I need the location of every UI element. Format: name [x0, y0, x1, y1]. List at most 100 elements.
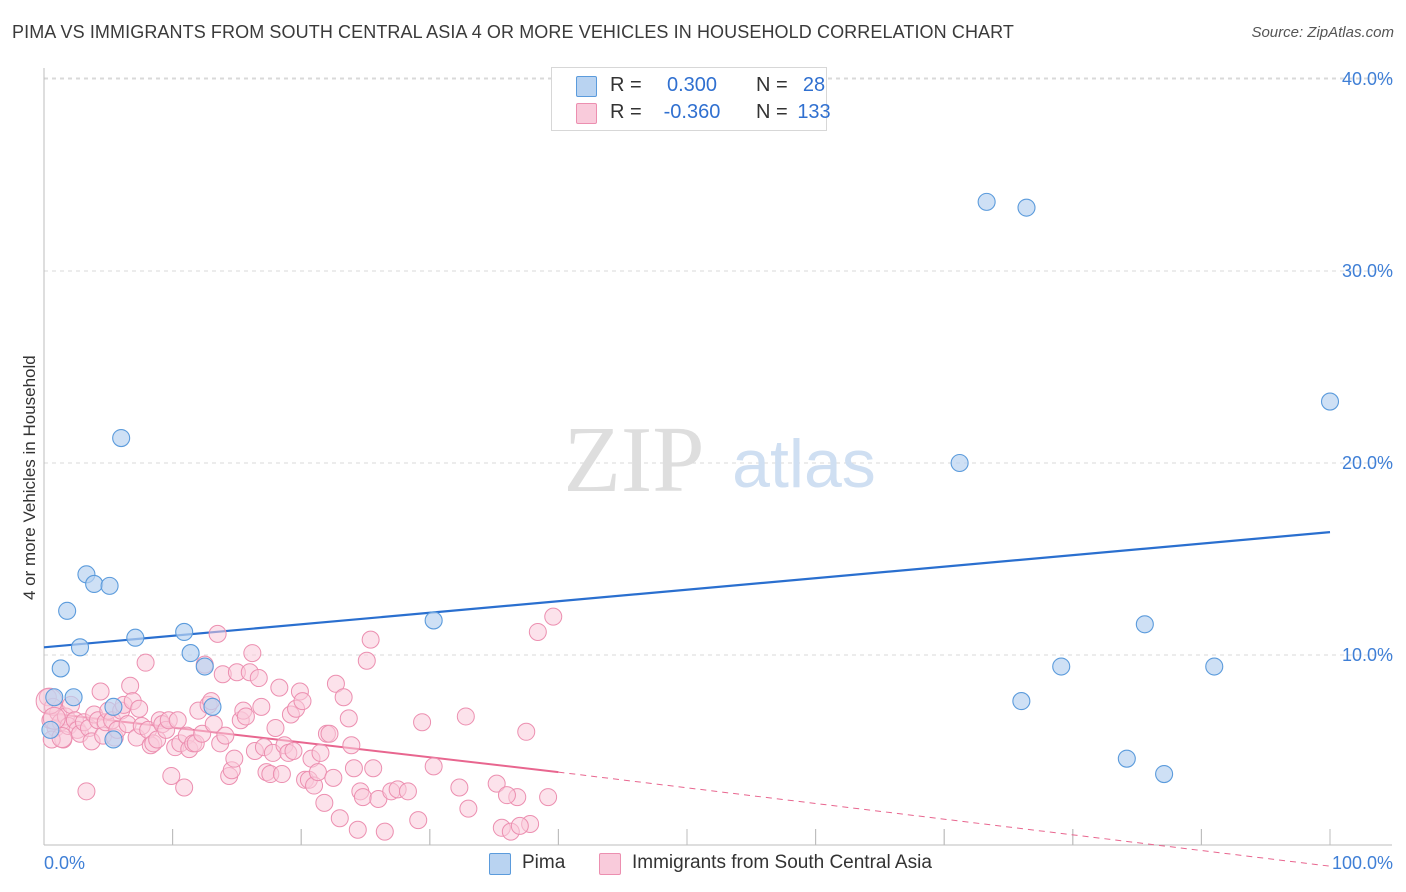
- imm-point: [424, 757, 443, 776]
- imm-point: [324, 768, 343, 787]
- pima-trend-line: [43, 531, 1331, 649]
- imm-point: [121, 676, 140, 695]
- imm-point: [357, 651, 376, 670]
- pima-points: [41, 192, 1340, 784]
- watermark-atlas: atlas: [732, 426, 876, 502]
- imm-point: [225, 749, 244, 768]
- imm-point: [456, 707, 475, 726]
- watermark: ZIP atlas: [564, 408, 876, 512]
- imm-point: [91, 682, 110, 701]
- x-tick-label-start: 0.0%: [44, 853, 85, 873]
- y-tick-label: 40.0%: [1342, 69, 1393, 89]
- pima-point: [1117, 749, 1136, 768]
- imm-point: [361, 630, 380, 649]
- legend-n-label: N =: [756, 101, 788, 123]
- legend-n-value: 133: [797, 101, 831, 123]
- imm-point: [330, 809, 349, 828]
- imm-point: [398, 782, 417, 801]
- imm-point: [168, 711, 187, 730]
- pima-point: [1320, 392, 1340, 411]
- imm-point: [497, 786, 516, 805]
- y-tick-label: 20.0%: [1342, 453, 1393, 473]
- imm-point: [450, 778, 469, 797]
- legend-n-value: 28: [802, 74, 826, 96]
- legend-r-label: R =: [610, 74, 642, 96]
- imm-point: [487, 774, 506, 793]
- pima-point: [104, 697, 123, 716]
- imm-point: [243, 644, 262, 663]
- imm-point: [339, 709, 358, 728]
- stats-legend: R = 0.300 N = 28 R = -0.360 N = 133: [551, 67, 831, 131]
- grid: [44, 77, 1392, 656]
- axes: [43, 68, 1392, 846]
- imm-point: [162, 766, 181, 785]
- pima-point: [51, 659, 70, 678]
- pima-point: [195, 657, 214, 676]
- imm-point: [252, 697, 271, 716]
- trend-lines: [43, 531, 1331, 867]
- imm-point: [326, 674, 345, 693]
- imm-point: [249, 669, 268, 688]
- legend-n-label: N =: [756, 74, 788, 96]
- imm-point: [216, 726, 235, 745]
- imm-point: [175, 778, 194, 797]
- imm-trend-extension: [558, 771, 1331, 867]
- pima-point: [41, 720, 60, 739]
- pima-point: [64, 688, 83, 707]
- imm-point: [459, 799, 478, 818]
- imm-point: [348, 820, 367, 839]
- pima-point: [1052, 657, 1071, 676]
- pima-point: [70, 638, 90, 657]
- imm-swatch-icon: [576, 103, 597, 124]
- imm-point: [344, 759, 363, 778]
- imm-point: [77, 782, 96, 801]
- imm-point: [315, 793, 334, 812]
- legend-label-pima: Pima: [522, 852, 566, 873]
- pima-point: [1155, 764, 1174, 784]
- imm-point: [193, 724, 212, 743]
- imm-point: [130, 699, 149, 718]
- imm-point: [284, 742, 303, 760]
- imm-point: [334, 688, 353, 707]
- pima-point: [112, 428, 131, 448]
- imm-legend-icon: [599, 853, 621, 875]
- pima-point: [85, 574, 104, 594]
- imm-point: [364, 759, 383, 778]
- pima-point: [424, 611, 443, 630]
- pima-point: [1205, 657, 1224, 676]
- pima-point: [100, 576, 119, 595]
- x-tick-label-end: 100.0%: [1332, 853, 1393, 873]
- pima-point: [126, 628, 145, 647]
- imm-point: [544, 607, 563, 626]
- imm-point: [208, 624, 227, 643]
- chart-title: PIMA VS IMMIGRANTS FROM SOUTH CENTRAL AS…: [12, 22, 1015, 42]
- pima-point: [175, 622, 194, 642]
- imm-point: [272, 765, 291, 784]
- pima-point: [950, 453, 969, 473]
- pima-point: [104, 730, 123, 749]
- imm-point: [375, 822, 394, 841]
- pima-point: [58, 601, 77, 620]
- pima-point: [1012, 692, 1031, 711]
- imm-point: [236, 707, 255, 726]
- imm-point: [293, 692, 312, 711]
- imm-point: [266, 718, 285, 737]
- imm-point: [311, 743, 330, 762]
- tick-labels: 10.0% 20.0% 30.0% 40.0% 0.0% 100.0%: [44, 69, 1393, 873]
- y-axis-label: 4 or more Vehicles in Household: [20, 355, 39, 600]
- imm-point: [270, 678, 289, 697]
- imm-point: [539, 788, 558, 807]
- imm-point: [510, 816, 529, 835]
- pima-swatch-icon: [576, 76, 597, 97]
- source-label: Source: ZipAtlas.com: [1251, 24, 1394, 41]
- legend-r-value: -0.360: [663, 101, 721, 123]
- pima-point: [203, 697, 222, 716]
- legend-r-label: R =: [610, 101, 642, 123]
- pima-point: [1017, 198, 1036, 217]
- legend-r-value: 0.300: [666, 74, 718, 96]
- imm-point: [136, 653, 155, 672]
- watermark-zip: ZIP: [564, 408, 705, 512]
- y-tick-label: 10.0%: [1342, 645, 1393, 665]
- pima-point: [1135, 615, 1154, 634]
- imm-point: [342, 736, 361, 755]
